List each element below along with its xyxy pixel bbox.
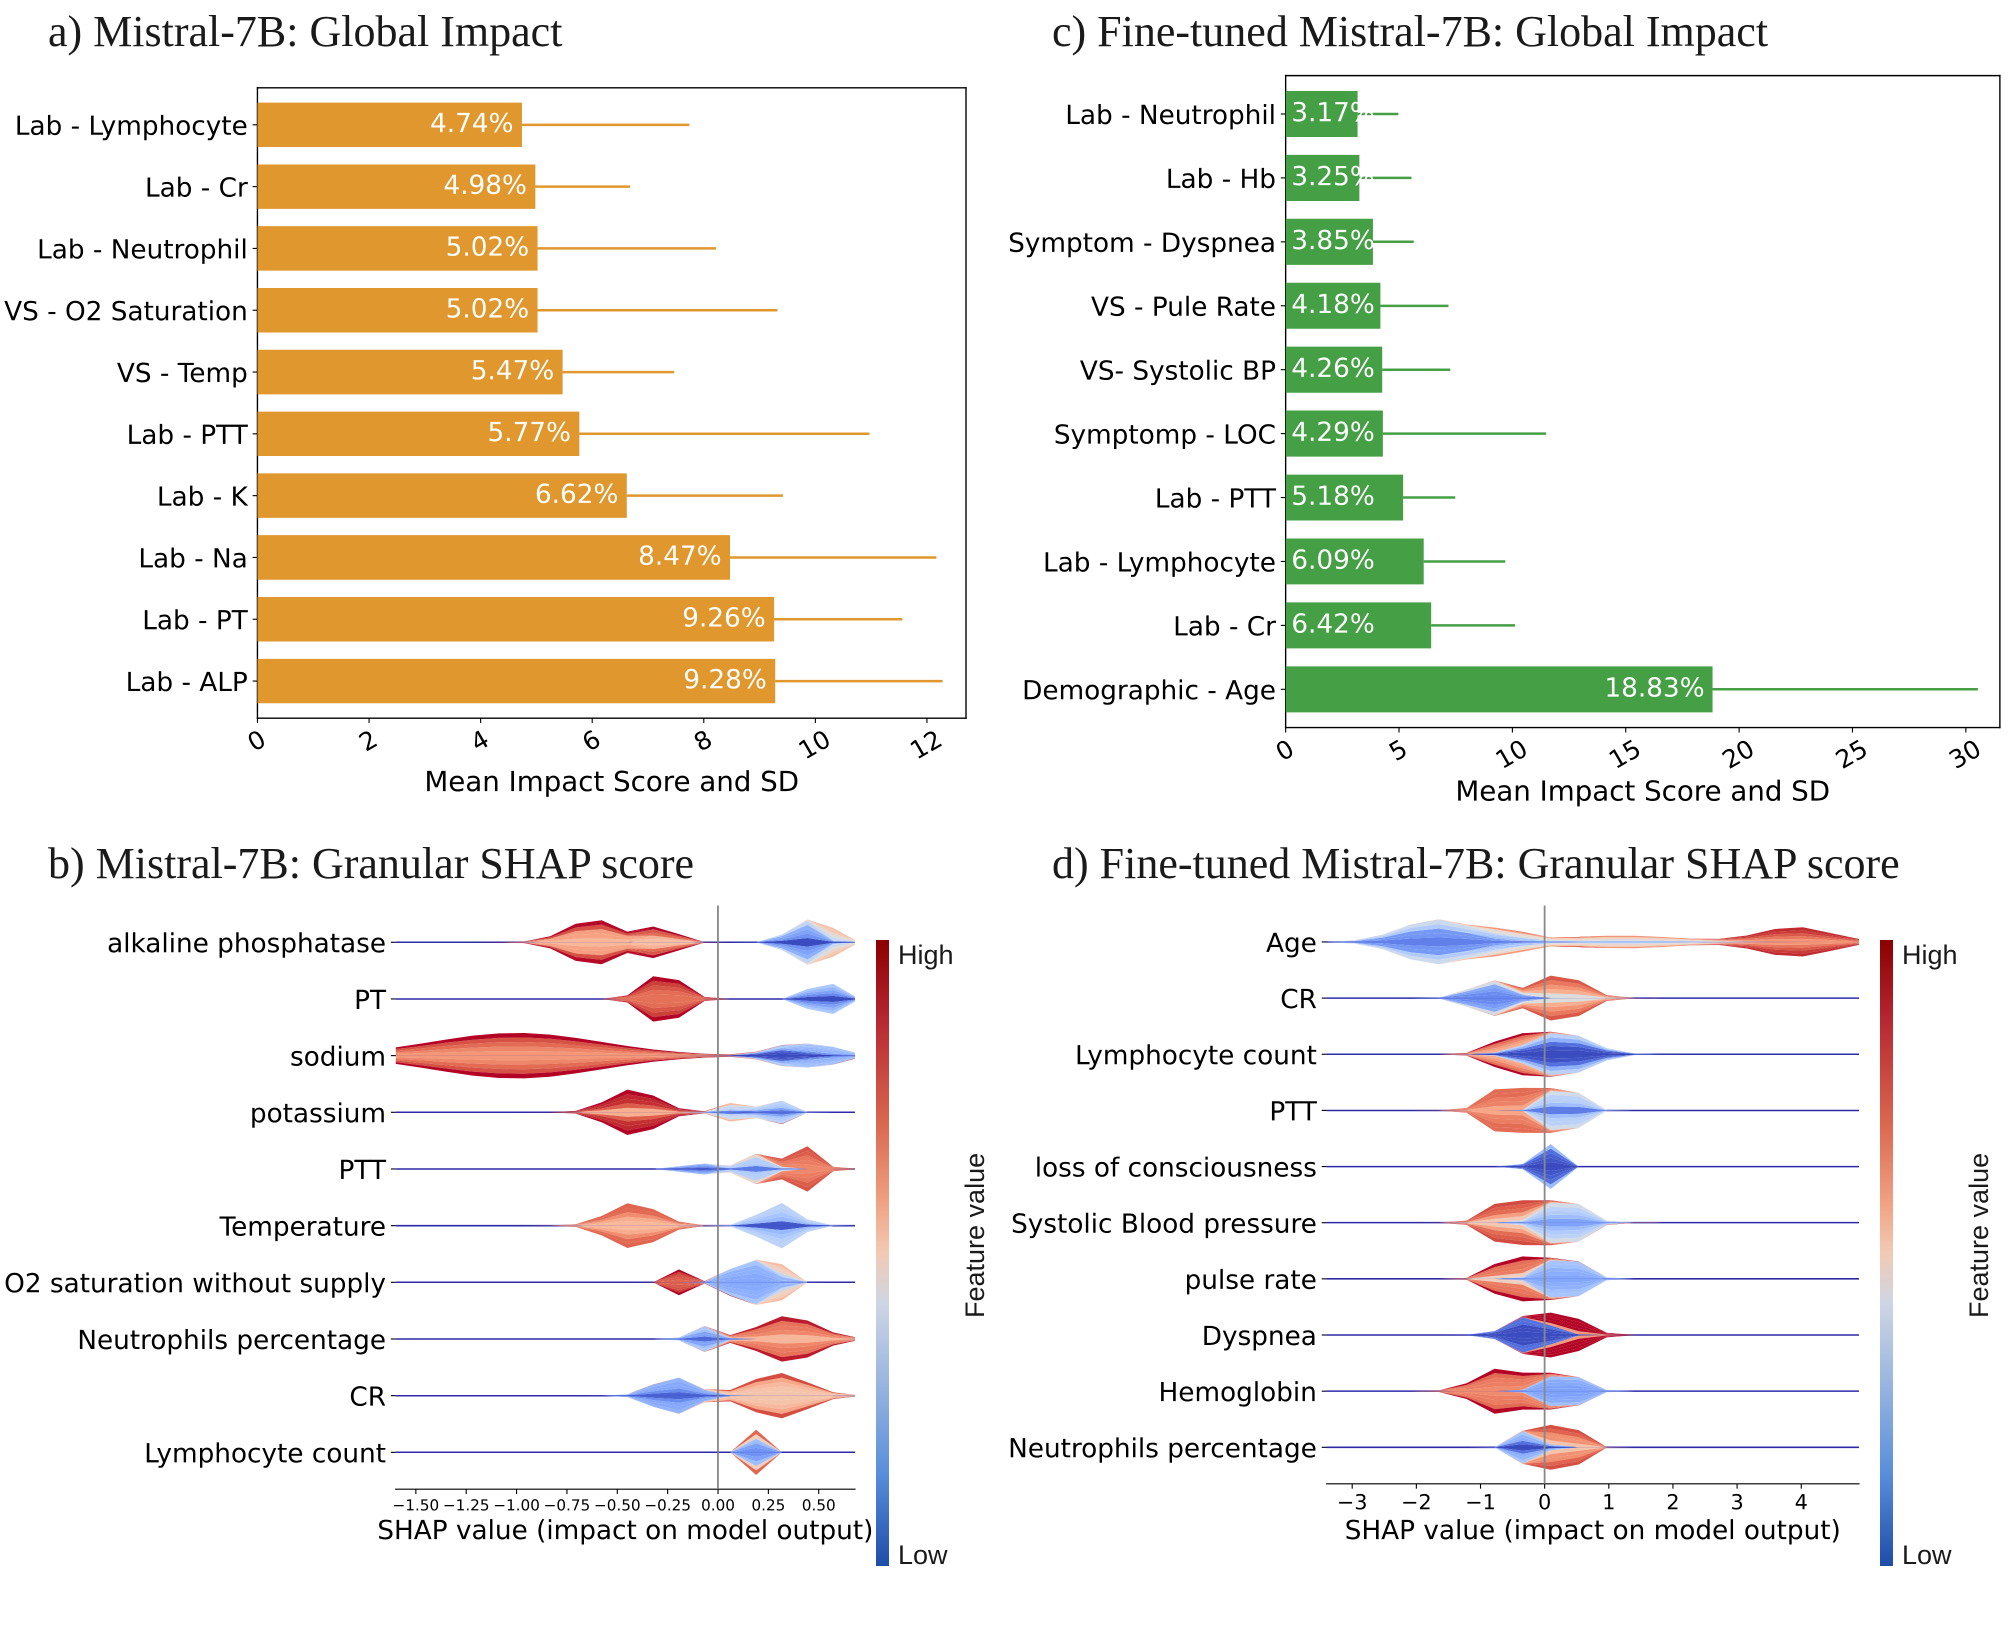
svg-text:Low: Low [898, 1540, 948, 1568]
svg-text:High: High [898, 940, 954, 970]
svg-text:Feature value: Feature value [960, 1153, 990, 1318]
svg-text:Feature value: Feature value [1964, 1153, 1994, 1318]
svg-text:High: High [1902, 940, 1958, 970]
svg-text:Low: Low [1902, 1540, 1952, 1568]
